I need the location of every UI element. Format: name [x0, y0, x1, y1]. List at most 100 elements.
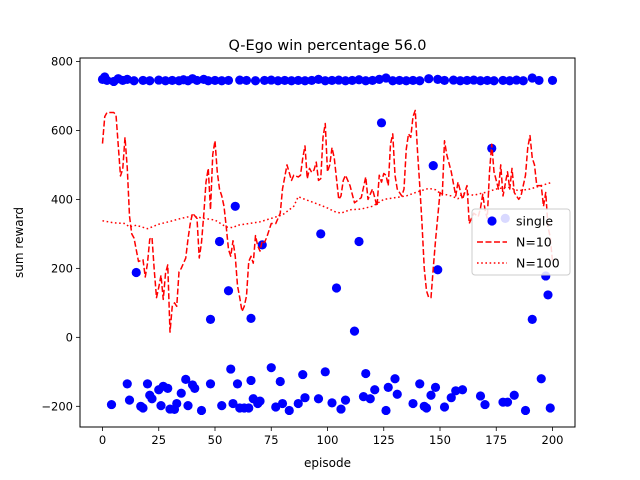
y-tick-label-5: 800 [51, 54, 73, 68]
scatter-point-28 [273, 76, 283, 86]
scatter-point-72 [246, 313, 256, 323]
scatter-point-7 [129, 76, 139, 86]
scatter-point-19 [203, 76, 213, 86]
scatter-point-24 [241, 75, 252, 86]
scatter-point-77 [354, 236, 364, 247]
scatter-point-86 [106, 399, 117, 410]
y-tick-label-0: −200 [41, 399, 73, 413]
legend-marker-0 [487, 216, 497, 226]
scatter-point-146 [439, 402, 450, 412]
scatter-point-62 [511, 75, 522, 85]
scatter-point-106 [196, 405, 207, 416]
scatter-point-26 [259, 75, 270, 86]
scatter-point-136 [381, 405, 391, 416]
scatter-point-69 [214, 236, 225, 247]
x-tick-label-7: 175 [485, 433, 507, 447]
y-axis-label: sum reward [12, 207, 26, 278]
x-axis: 0 25 50 75 100 125 150 175 200 [99, 427, 564, 447]
y-tick-label-2: 200 [51, 261, 73, 275]
scatter-point-148 [451, 386, 461, 396]
legend-label-2: N=100 [516, 256, 560, 271]
scatter-point-137 [383, 382, 393, 392]
scatter-point-67 [131, 267, 141, 278]
scatter-point-90 [138, 403, 148, 413]
scatter-point-68 [205, 314, 216, 324]
scatter-point-25 [250, 76, 261, 86]
scatter-point-23 [235, 75, 245, 85]
scatter-point-153 [502, 397, 513, 407]
scatter-point-76 [349, 326, 360, 336]
scatter-point-108 [217, 401, 227, 411]
x-tick-label-4: 100 [317, 433, 339, 447]
scatter-point-87 [122, 379, 132, 389]
scatter-point-97 [163, 383, 173, 393]
scatter-point-139 [392, 389, 402, 399]
scatter-point-138 [390, 374, 400, 384]
scatter-point-65 [534, 75, 544, 86]
scatter-point-109 [226, 364, 236, 374]
scatter-point-50 [424, 74, 434, 84]
scatter-point-124 [293, 398, 303, 409]
scatter-point-79 [428, 161, 438, 171]
scatter-point-66 [547, 75, 558, 86]
x-tick-label-0: 0 [99, 433, 106, 447]
scatter-point-125 [298, 369, 308, 380]
scatter-point-61 [505, 76, 515, 86]
x-tick-label-8: 200 [542, 433, 564, 447]
scatter-point-12 [167, 75, 177, 86]
scatter-point-127 [313, 394, 324, 404]
scatter-point-128 [320, 367, 330, 377]
x-tick-label-3: 75 [264, 433, 279, 447]
scatter-point-119 [266, 363, 276, 373]
scatter-point-32 [300, 76, 310, 86]
scatter-point-38 [340, 76, 351, 86]
scatter-point-2 [102, 75, 112, 86]
scatter-point-122 [277, 398, 288, 409]
legend-box [471, 208, 571, 276]
scatter-point-91 [142, 379, 153, 389]
scatter-point-45 [388, 76, 398, 86]
scatter-point-144 [426, 390, 436, 400]
legend-label-0: single [516, 214, 553, 229]
scatter-point-53 [448, 75, 459, 85]
legend-label-1: N=10 [516, 235, 552, 250]
series-line-n-100 [102, 181, 553, 230]
scatter-point-123 [284, 405, 294, 416]
scatter-point-70 [223, 286, 234, 296]
y-axis: −200 0 200 400 600 800 [41, 54, 80, 413]
scatter-point-27 [266, 75, 276, 85]
scatter-point-101 [176, 388, 186, 398]
scatter-point-133 [361, 368, 371, 379]
scatter-point-157 [545, 403, 555, 413]
x-tick-label-5: 125 [373, 433, 395, 447]
scatter-point-56 [469, 75, 479, 85]
scatter-point-88 [124, 395, 135, 405]
chart-title: Q-Ego win percentage 56.0 [228, 38, 426, 54]
scatter-point-39 [347, 75, 357, 86]
scatter-point-154 [509, 390, 519, 400]
scatter-point-55 [462, 75, 472, 86]
scatter-point-143 [421, 403, 432, 413]
scatter-point-46 [394, 75, 405, 86]
scatter-point-35 [320, 76, 330, 86]
scatter-point-9 [145, 76, 155, 86]
scatter-point-149 [457, 385, 468, 395]
scatter-point-48 [408, 75, 418, 86]
y-tick-label-4: 600 [51, 123, 73, 137]
scatter-point-80 [433, 265, 443, 275]
scatter-point-74 [316, 229, 326, 239]
scatter-point-130 [336, 404, 346, 414]
scatter-point-29 [280, 75, 290, 86]
scatter-point-8 [138, 75, 148, 86]
scatter-point-111 [232, 379, 243, 389]
scatter-point-100 [172, 398, 182, 409]
scatter-point-102 [181, 374, 191, 385]
scatter-point-95 [156, 401, 166, 411]
scatter-point-83 [527, 314, 537, 324]
scatter-point-131 [340, 395, 351, 405]
scatter-point-20 [210, 75, 220, 86]
scatter-point-140 [408, 398, 418, 409]
legend: single N=10 N=100 [471, 208, 571, 276]
scatter-point-155 [520, 405, 531, 416]
scatter-point-114 [244, 403, 254, 413]
